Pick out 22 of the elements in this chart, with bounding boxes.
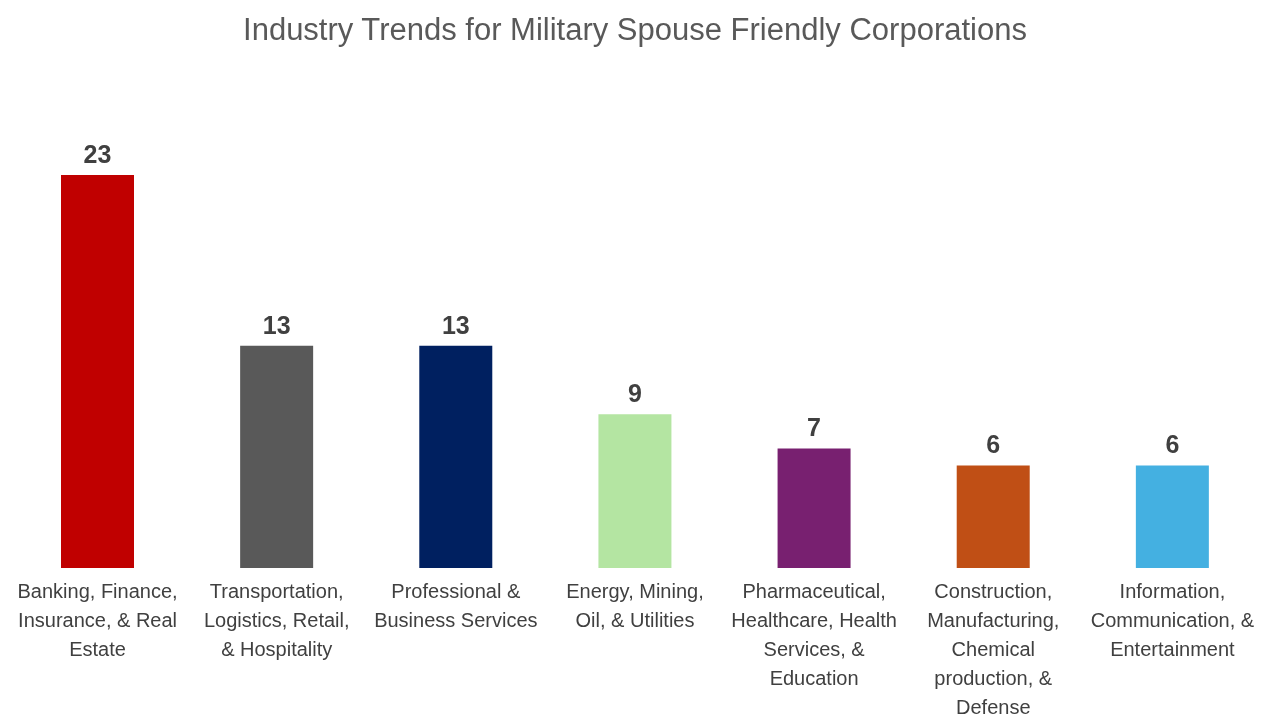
x-tick-label: Banking, Finance, Insurance, & Real Estate bbox=[17, 580, 178, 660]
bar bbox=[419, 345, 493, 568]
data-label: 23 bbox=[83, 140, 112, 168]
bar bbox=[240, 345, 314, 568]
x-tick-label: Energy, Mining, Oil, & Utilities bbox=[566, 580, 704, 631]
data-label: 9 bbox=[627, 379, 642, 408]
chart-title: Industry Trends for Military Spouse Friendly Corporations bbox=[242, 12, 1028, 48]
data-label: 13 bbox=[262, 310, 291, 339]
bar bbox=[777, 448, 851, 568]
data-label: 13 bbox=[441, 310, 470, 339]
x-tick-label: Information, Communication, & Entertainment bbox=[1090, 580, 1255, 660]
bar bbox=[61, 175, 134, 568]
bar bbox=[598, 414, 672, 568]
x-tick-label: Transportation, Logistics, Retail, & Hospitality bbox=[203, 580, 350, 660]
data-label: 6 bbox=[986, 430, 1001, 459]
x-tick-label: Construction, Manufacturing, Chemical production, & Defense bbox=[927, 580, 1060, 717]
data-label: 7 bbox=[807, 413, 822, 442]
bar bbox=[1135, 465, 1209, 568]
x-tick-label: Professional & Business Services bbox=[374, 580, 538, 631]
bar bbox=[956, 465, 1030, 568]
x-tick-label: Pharmaceutical, Healthcare, Health Services, & Education bbox=[731, 580, 897, 689]
data-label: 6 bbox=[1165, 430, 1180, 459]
